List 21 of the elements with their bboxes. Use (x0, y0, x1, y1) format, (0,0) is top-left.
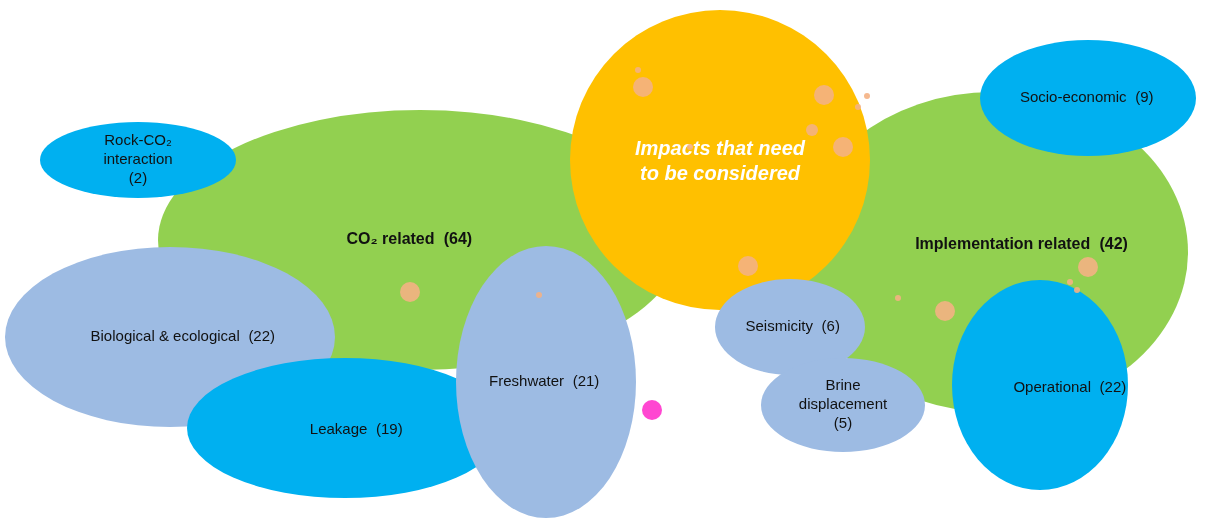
data-label: (9) (1135, 87, 1154, 105)
data-label: (6) (821, 316, 840, 334)
data-label: (21) (572, 371, 600, 389)
category-label: Seismicity (745, 316, 814, 334)
category-label: Brine displacement (798, 376, 889, 412)
category-label: Freshwater (489, 371, 565, 389)
data-label: (5) (833, 413, 853, 431)
data-label: (42) (1099, 235, 1128, 253)
category-label: CO₂ related (346, 230, 435, 248)
category-label: Leakage (309, 419, 368, 437)
category-label: Rock-CO₂ interaction (103, 131, 173, 167)
data-label: (64) (443, 230, 473, 248)
data-label: (19) (375, 419, 403, 437)
data-label: (22) (1099, 377, 1127, 395)
category-label: Operational (1013, 377, 1092, 395)
data-label: (22) (248, 326, 276, 344)
category-label: Biological & ecological (90, 326, 240, 344)
data-label: (2) (128, 168, 148, 186)
text: Impacts that need to be considered (634, 136, 806, 184)
category-label: Implementation related (915, 235, 1091, 253)
category-label: Socio-economic (1019, 87, 1128, 105)
